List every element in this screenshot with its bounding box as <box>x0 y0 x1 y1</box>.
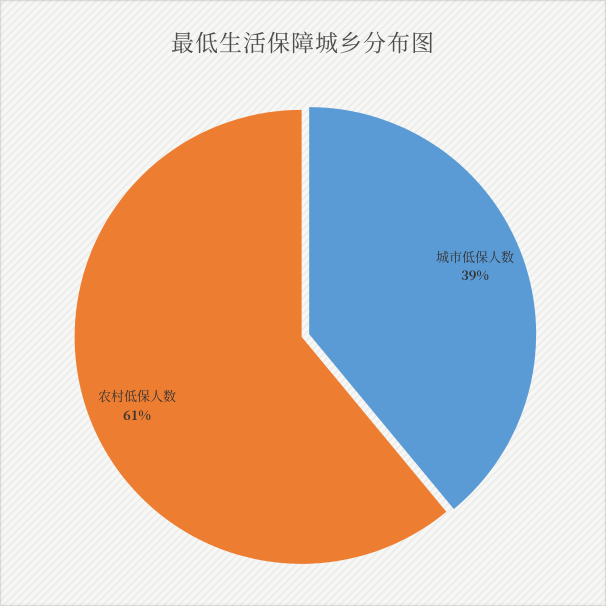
svg-text:农村低保人数: 农村低保人数 <box>98 386 176 405</box>
svg-text:城市低保人数: 城市低保人数 <box>436 247 514 266</box>
svg-text:61%: 61% <box>123 405 151 424</box>
svg-text:39%: 39% <box>461 265 489 284</box>
